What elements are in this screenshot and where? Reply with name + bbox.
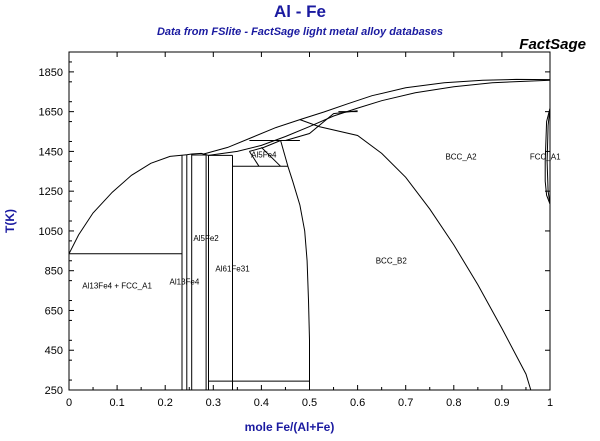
x-tick-label: 0.2	[158, 397, 173, 409]
phase-label: FCC_A1	[530, 152, 561, 161]
phase-boundary-al5fe4-top	[249, 140, 281, 152]
y-axis-label: T(K)	[3, 209, 17, 233]
phase-label: BCC_A2	[445, 152, 477, 161]
chart-title: Al - Fe	[274, 2, 326, 21]
x-tick-label: 0.7	[398, 397, 413, 409]
y-tick-label: 1050	[39, 226, 63, 238]
phase-boundary-al5fe4-left	[248, 151, 260, 167]
y-tick-label: 450	[45, 345, 63, 357]
phase-boundary-al5fe4-right	[280, 140, 289, 167]
phase-boundary-b2-a2-transition	[299, 119, 532, 391]
phase-boundary-fcc-loop-right	[546, 108, 551, 205]
phase-boundary-fcc-loop-left	[544, 108, 551, 205]
phase-boundary-liquidus-mid	[203, 78, 551, 155]
y-tick-label: 650	[45, 305, 63, 317]
phase-boundary-al5fe4-inner	[261, 147, 281, 167]
x-tick-label: 0	[66, 397, 72, 409]
y-tick-label: 250	[45, 385, 63, 397]
y-tick-label: 1850	[39, 67, 63, 79]
x-tick-label: 0.3	[206, 397, 221, 409]
phase-boundary-b2-a2-upper	[285, 110, 358, 141]
phase-boundary-solidus-mid	[208, 79, 551, 156]
phase-label: Al5Fe4	[251, 150, 277, 159]
phase-boundaries	[68, 78, 551, 391]
phase-label: Al13Fe4 + FCC_A1	[82, 282, 152, 291]
axis-ticks	[68, 52, 551, 391]
phase-boundary-al5fe2-top	[186, 152, 209, 156]
factsage-logo: FactSage	[519, 36, 586, 53]
x-axis-label: mole Fe/(Al+Fe)	[245, 420, 335, 434]
y-tick-label: 1450	[39, 146, 63, 158]
x-tick-label: 1	[547, 397, 553, 409]
axis-text: 0 0.1 0.2 0.3 0.4 0.5 0.6 0.7 0.8 0.9 125045065085…	[3, 67, 553, 434]
phase-boundary-liquidus-al-side	[68, 154, 187, 255]
x-tick-label: 0.5	[302, 397, 317, 409]
x-tick-label: 0.9	[494, 397, 509, 409]
phase-label: Al13Fe4	[170, 278, 200, 287]
x-tick-label: 0.4	[254, 397, 269, 409]
phase-label: Al61Fe31	[215, 265, 250, 274]
x-tick-label: 0.6	[350, 397, 365, 409]
y-tick-label: 1650	[39, 107, 63, 119]
phase-boundary-b2-left-sub	[287, 166, 310, 390]
phase-labels: Al13Fe4 + FCC_A1 Al13Fe4 Al5Fe2 Al61Fe31 Al5…	[82, 150, 561, 290]
phase-label: BCC_B2	[376, 257, 408, 266]
y-tick-label: 850	[45, 266, 63, 278]
chart-subtitle: Data from FSlite - FactSage light metal …	[156, 26, 444, 38]
y-tick-label: 1250	[39, 186, 63, 198]
x-tick-label: 0.1	[109, 397, 124, 409]
phase-label: Al5Fe2	[193, 234, 219, 243]
x-tick-label: 0.8	[446, 397, 461, 409]
